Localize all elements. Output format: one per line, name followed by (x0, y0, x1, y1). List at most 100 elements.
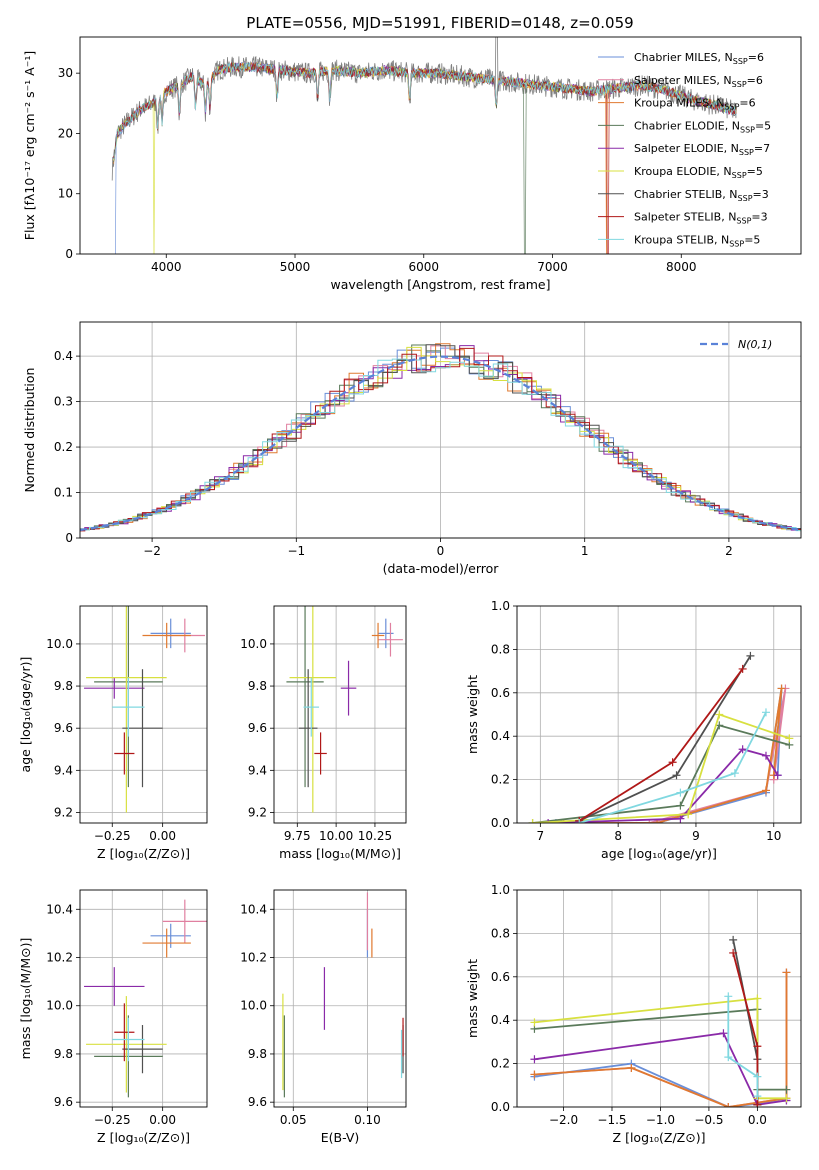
axes-frame (516, 889, 802, 1108)
data-point-0 (150, 618, 191, 649)
histogram-series-5 (80, 346, 801, 531)
x-axis-label: E(B-V) (321, 1130, 360, 1145)
weight-vs-metallicity-panel: −2.0 −1.5 −1.0 −0.5 0.0 0.0 0.2 0.4 0.6 0.8 1.0 Z [… (465, 883, 802, 1145)
y-tick-label: 0.4 (54, 349, 73, 363)
gridlines (517, 605, 801, 824)
residual-histogram-panel: −2 −1 0 1 2 0 0.1 0.2 0.3 0.4 (data-model)/error No… (22, 321, 802, 576)
y-tick-label: 10 (58, 187, 73, 201)
y-tick-label: 10.4 (240, 902, 267, 916)
weight-marker (753, 994, 762, 1003)
y-tick-label: 9.4 (248, 763, 267, 777)
y-tick-label: 9.4 (54, 763, 73, 777)
weight-marker (544, 819, 553, 823)
weight-marker (676, 788, 685, 797)
data-point-2 (142, 622, 191, 649)
x-tick-label: 5000 (280, 260, 311, 274)
plot-area (84, 899, 207, 1098)
x-tick-label: 0.0 (748, 1113, 767, 1127)
plot-area (286, 606, 403, 813)
y-axis-label: mass weight (465, 675, 480, 754)
y-tick-label: 0.6 (491, 686, 510, 700)
x-tick-label: −1 (287, 544, 305, 558)
y-tick-label: 9.6 (54, 721, 73, 735)
y-tick-label: 9.2 (248, 805, 267, 819)
x-tick-label: 0.00 (149, 829, 176, 843)
y-tick-label: 10.0 (240, 637, 267, 651)
x-tick-label: 10.25 (358, 829, 392, 843)
weight-marker (761, 708, 770, 717)
data-point-5 (86, 996, 167, 1093)
y-tick-label: 9.6 (248, 721, 267, 735)
y-tick-label: 1.0 (491, 883, 510, 897)
weight-series-5 (532, 713, 790, 823)
y-tick-label: 0.2 (491, 1057, 510, 1071)
histogram-series-4 (80, 345, 801, 531)
axes-frame (273, 605, 407, 824)
x-tick-label: 4000 (151, 260, 182, 274)
data-point-6 (122, 1025, 163, 1074)
y-tick-label: 20 (58, 126, 73, 140)
weight-marker (715, 710, 724, 719)
legend-entry: Chabrier ELODIE, NSSP=5 (634, 119, 771, 134)
x-tick-label: −0.25 (94, 829, 131, 843)
x-tick-label: −2 (143, 544, 161, 558)
data-point-2 (371, 622, 385, 649)
y-tick-label: 0.0 (491, 1100, 510, 1114)
y-tick-label: 10.0 (46, 999, 73, 1013)
weight-marker (773, 771, 782, 780)
x-axis-label: wavelength [Angstrom, rest frame] (330, 277, 550, 292)
weight-marker (719, 1029, 728, 1038)
weight-marker (729, 935, 738, 944)
y-axis-label: mass [log₁₀(M/M⊙)] (18, 938, 33, 1060)
weight-marker (530, 1018, 539, 1027)
y-tick-label: 9.8 (54, 1047, 73, 1061)
y-tick-label: 10.2 (240, 951, 267, 965)
x-tick-label: 9 (692, 829, 700, 843)
histogram-series-2 (80, 343, 801, 531)
weight-series-8 (727, 996, 759, 1097)
x-tick-label: 8000 (666, 260, 697, 274)
data-point-4 (84, 677, 145, 699)
x-tick-label: 0.00 (149, 1113, 176, 1127)
weight-marker (753, 1092, 762, 1101)
mass-vs-ebv-panel: 0.05 0.10 9.6 9.8 10.0 10.2 10.4 E(B-V) (240, 889, 407, 1145)
weight-marker (729, 948, 738, 957)
data-point-7 (114, 1003, 135, 1062)
weight-series-2 (563, 688, 783, 823)
legend-entry: Chabrier STELIB, NSSP=3 (634, 188, 769, 203)
weight-marker (761, 751, 770, 760)
y-tick-label: 30 (58, 66, 73, 80)
data-point-1 (378, 622, 403, 657)
data-point-8 (303, 677, 320, 737)
weight-marker (668, 758, 677, 767)
axes-frame (79, 889, 208, 1108)
gridlines (274, 890, 406, 1107)
data-point-1 (162, 899, 207, 944)
y-tick-label: 10.4 (46, 902, 73, 916)
spectrum-panel: 4000 5000 6000 7000 8000 0 10 20 30 wavelength [A… (22, 36, 802, 292)
weight-series-7 (732, 952, 759, 1105)
x-axis-label: Z [log₁₀(Z/Z⊙)] (97, 1130, 190, 1145)
gridlines (274, 606, 406, 823)
y-tick-label: 10.2 (46, 951, 73, 965)
y-axis-label: Normed distribution (22, 368, 37, 493)
x-tick-label: 6000 (408, 260, 439, 274)
data-point-8 (112, 1017, 145, 1062)
y-tick-label: 0.2 (491, 773, 510, 787)
plot-area (80, 343, 801, 532)
data-point-6 (298, 669, 318, 788)
weight-marker (575, 819, 584, 823)
axes-frame (79, 321, 802, 539)
y-tick-label: 0.8 (491, 642, 510, 656)
x-tick-label: −2.0 (549, 1113, 578, 1127)
x-tick-label: −0.5 (694, 1113, 723, 1127)
normal-curve (80, 355, 801, 532)
legend-entry: Kroupa STELIB, NSSP=5 (634, 233, 760, 248)
weight-marker (676, 814, 685, 823)
x-tick-label: 10 (766, 829, 781, 843)
weight-marker (672, 771, 681, 780)
weight-marker (761, 786, 770, 795)
weight-marker (746, 651, 755, 660)
y-tick-label: 0.4 (491, 729, 510, 743)
weight-marker (724, 1103, 733, 1107)
